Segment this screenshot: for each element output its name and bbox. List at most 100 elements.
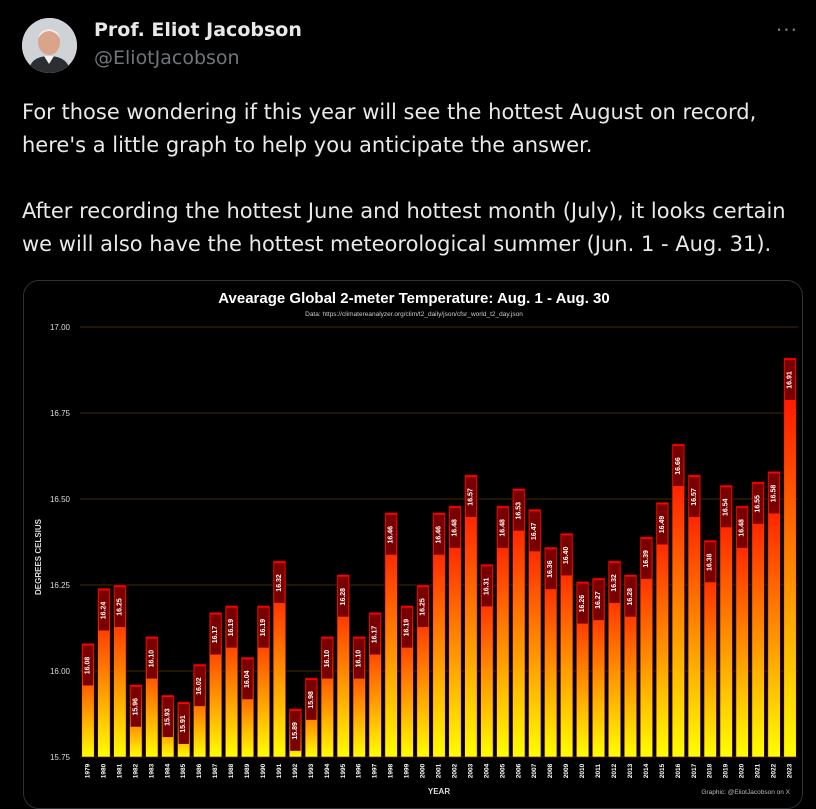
x-tick-label: 2015: [659, 763, 666, 778]
x-tick-label: 2012: [611, 763, 618, 778]
x-tick-label: 2010: [579, 763, 586, 778]
bar-label-box: [417, 587, 429, 627]
x-tick-label: 1996: [356, 763, 363, 778]
author-name[interactable]: Prof. Eliot Jacobson: [94, 19, 302, 41]
bar-group: 16.48 2002: [448, 505, 462, 778]
bar-value-label: 16.19: [260, 619, 267, 637]
bar-label-box: [449, 507, 461, 548]
x-tick-label: 1988: [228, 763, 235, 778]
bar-group: 16.32 1991: [272, 560, 286, 778]
y-tick-label: 16.50: [50, 495, 71, 504]
bar-value-label: 15.98: [308, 691, 315, 709]
bar-group: 16.17 1997: [368, 612, 382, 778]
bar-value-label: 16.17: [212, 626, 219, 644]
bar-label-box: [98, 590, 110, 631]
bar-label-box: [178, 703, 189, 744]
bar-group: 15.89 1992: [288, 708, 302, 778]
bar-group: 16.53 2006: [512, 488, 526, 778]
y-tick-label: 15.75: [50, 753, 71, 762]
bar: [416, 584, 430, 758]
bar-group: 16.02 1986: [193, 663, 207, 778]
bar-label-box: [609, 562, 620, 603]
bar-label-box: [784, 359, 796, 400]
bar-group: 16.04 1989: [241, 656, 255, 778]
x-tick-label: 1990: [260, 763, 267, 778]
bar-group: 16.27 2011: [592, 577, 606, 778]
bar-value-label: 16.17: [372, 626, 379, 644]
bar: [528, 509, 542, 758]
bar-label-box: [433, 514, 445, 555]
more-options-icon[interactable]: ···: [775, 18, 798, 42]
x-tick-label: 2023: [787, 763, 794, 778]
bar-group: 16.38 2018: [703, 539, 717, 778]
bar: [464, 474, 478, 758]
y-tick-label: 16.25: [50, 581, 71, 590]
x-tick-label: 2018: [707, 763, 714, 778]
author-handle[interactable]: @EliotJacobson: [94, 47, 240, 69]
x-tick-label: 1987: [212, 763, 219, 778]
bar: [576, 581, 590, 758]
y-tick-label: 17.00: [50, 323, 71, 332]
bar-label-box: [625, 576, 636, 617]
bar-group: 16.48 2005: [496, 505, 510, 778]
bar-group: 16.54 2019: [719, 484, 733, 778]
bar-label-box: [162, 697, 173, 738]
bar-label-box: [513, 490, 525, 531]
bar: [113, 584, 127, 758]
x-tick-label: 2004: [483, 763, 490, 778]
bar-label-box: [768, 473, 780, 514]
bar-group: 16.66 2016: [671, 443, 685, 778]
bar-group: 16.48 2020: [735, 505, 749, 778]
bar-value-label: 16.08: [84, 657, 91, 675]
bar-value-label: 16.46: [436, 526, 443, 544]
bar: [783, 357, 797, 758]
bar: [703, 539, 717, 758]
bar-label-box: [114, 587, 126, 627]
tweet-media-chart[interactable]: Avearage Global 2-meter Temperature: Aug…: [23, 280, 803, 809]
bar-label-box: [290, 710, 301, 751]
x-tick-label: 2009: [563, 763, 570, 778]
bar-value-label: 16.25: [116, 598, 123, 616]
bar-label-box: [689, 476, 700, 517]
x-tick-label: 1985: [180, 763, 187, 778]
bar-value-label: 16.54: [723, 498, 730, 516]
y-tick-label: 16.00: [50, 667, 71, 676]
bar-group: 16.58 2022: [767, 471, 781, 778]
bar-label-box: [545, 549, 556, 590]
bar-value-label: 16.58: [771, 485, 778, 503]
bar: [687, 474, 701, 758]
bar-value-label: 16.57: [691, 488, 698, 506]
bar-label-box: [385, 514, 397, 555]
bar-label-box: [593, 580, 604, 621]
x-tick-label: 1997: [372, 763, 379, 778]
bar: [560, 533, 574, 758]
bar-group: 16.46 2001: [432, 512, 446, 778]
bar-label-box: [369, 614, 381, 655]
bar-group: 16.10 1983: [145, 636, 159, 778]
bar-value-label: 16.31: [483, 578, 490, 596]
x-tick-label: 1979: [84, 763, 91, 778]
bar: [655, 502, 669, 758]
bar-value-label: 16.26: [579, 595, 586, 613]
bar-label-box: [673, 445, 684, 486]
bar-value-label: 16.48: [499, 519, 506, 537]
x-tick-label: 2006: [515, 763, 522, 778]
avatar[interactable]: [22, 18, 77, 73]
tweet-text: For those wondering if this year will se…: [22, 96, 812, 261]
bar-value-label: 16.46: [388, 526, 395, 544]
bar-label-box: [497, 507, 509, 548]
bar-group: 16.91 2023: [783, 357, 797, 778]
x-tick-label: 1999: [404, 763, 411, 778]
bar: [639, 536, 653, 758]
bar: [512, 488, 526, 758]
bar-value-label: 15.89: [292, 722, 299, 740]
chart-credit: Graphic: @EliotJacobson on X: [701, 789, 790, 796]
bar-value-label: 16.55: [755, 495, 762, 513]
bar-group: 16.25 1981: [113, 584, 127, 778]
x-tick-label: 1981: [116, 763, 123, 778]
bar-label-box: [481, 566, 493, 607]
bar: [751, 481, 765, 758]
x-tick-label: 1983: [148, 763, 155, 778]
bar-value-label: 15.91: [180, 715, 187, 733]
tweet-paragraph-1: For those wondering if this year will se…: [22, 100, 757, 157]
